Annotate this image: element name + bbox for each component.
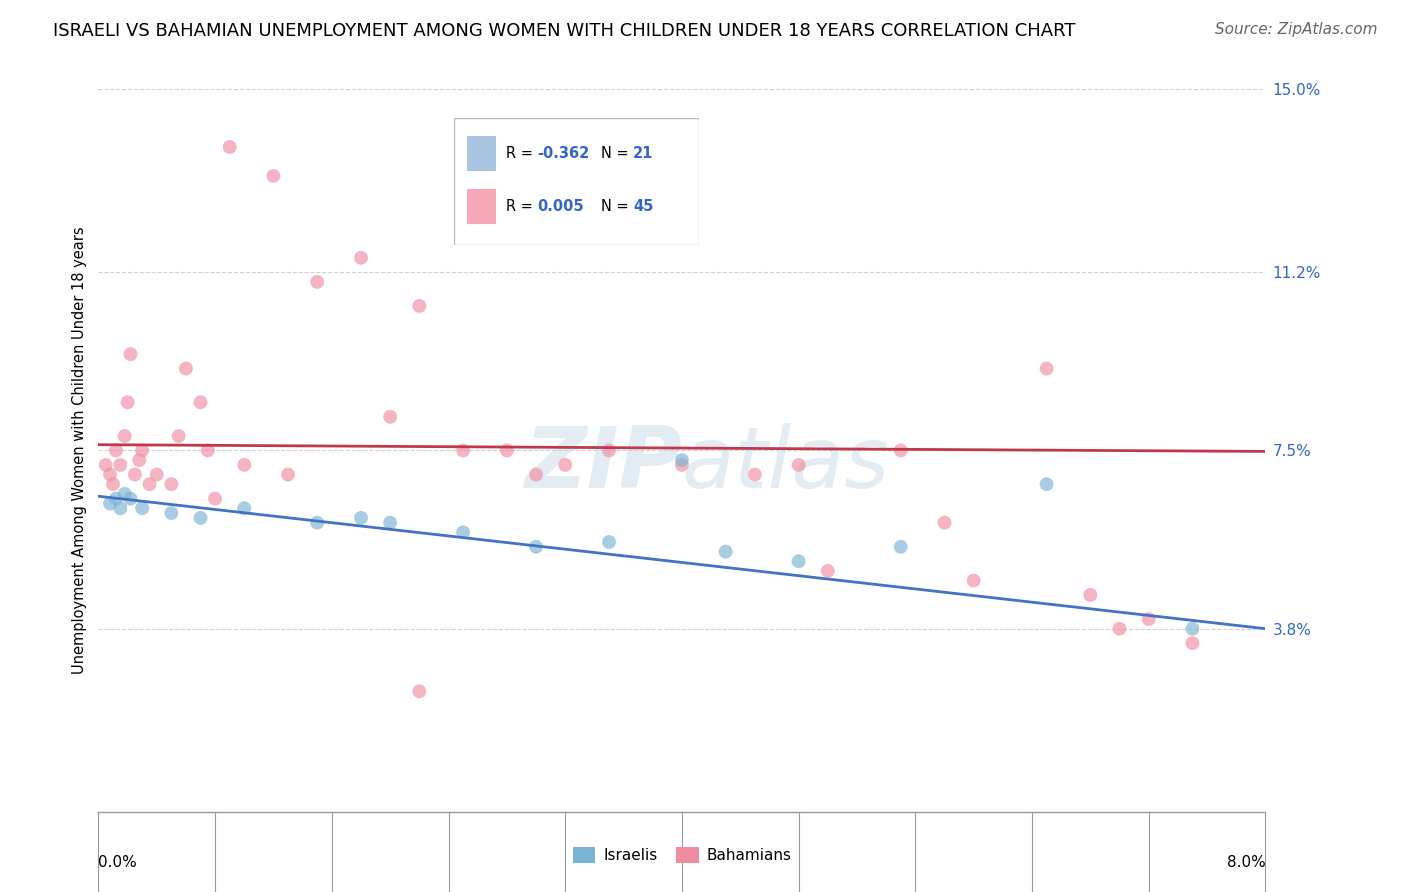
Point bbox=[131, 501, 153, 516]
Point bbox=[1035, 477, 1057, 491]
Point bbox=[451, 443, 474, 458]
Point bbox=[744, 467, 766, 482]
Point bbox=[204, 491, 226, 506]
Point bbox=[380, 516, 402, 530]
Y-axis label: Unemployment Among Women with Children Under 18 years: Unemployment Among Women with Children U… bbox=[72, 227, 87, 674]
Point bbox=[114, 487, 136, 501]
Point bbox=[307, 516, 329, 530]
Point bbox=[114, 429, 136, 443]
Point bbox=[120, 491, 142, 506]
Point bbox=[197, 443, 219, 458]
Point bbox=[1137, 612, 1160, 626]
Point bbox=[671, 458, 693, 472]
Point bbox=[167, 429, 190, 443]
Point bbox=[124, 467, 146, 482]
Point bbox=[962, 574, 984, 588]
Point bbox=[408, 684, 430, 698]
Point bbox=[190, 511, 212, 525]
Point bbox=[524, 540, 547, 554]
Point bbox=[524, 467, 547, 482]
Point bbox=[598, 535, 620, 549]
Point bbox=[98, 467, 121, 482]
Point bbox=[233, 458, 256, 472]
Point bbox=[98, 496, 121, 510]
Point bbox=[350, 251, 373, 265]
Text: 8.0%: 8.0% bbox=[1226, 855, 1265, 870]
Point bbox=[1035, 361, 1057, 376]
Point bbox=[890, 443, 912, 458]
Point bbox=[350, 511, 373, 525]
Point bbox=[408, 299, 430, 313]
Point bbox=[146, 467, 169, 482]
Point bbox=[714, 544, 737, 558]
Point bbox=[104, 443, 127, 458]
Point bbox=[817, 564, 839, 578]
Point bbox=[160, 477, 183, 491]
Point bbox=[117, 395, 139, 409]
Point bbox=[131, 443, 153, 458]
Point bbox=[101, 477, 124, 491]
Point bbox=[598, 443, 620, 458]
Point bbox=[307, 275, 329, 289]
Text: 0.0%: 0.0% bbox=[98, 855, 138, 870]
Point bbox=[1080, 588, 1102, 602]
Text: ISRAELI VS BAHAMIAN UNEMPLOYMENT AMONG WOMEN WITH CHILDREN UNDER 18 YEARS CORREL: ISRAELI VS BAHAMIAN UNEMPLOYMENT AMONG W… bbox=[53, 22, 1076, 40]
Point bbox=[890, 540, 912, 554]
Point bbox=[277, 467, 299, 482]
Point bbox=[1108, 622, 1130, 636]
Point bbox=[787, 554, 810, 568]
Point bbox=[1181, 622, 1204, 636]
Point bbox=[554, 458, 576, 472]
Text: ZIP: ZIP bbox=[524, 424, 682, 507]
Point bbox=[110, 458, 132, 472]
Point bbox=[104, 491, 127, 506]
Point bbox=[934, 516, 956, 530]
Point bbox=[190, 395, 212, 409]
Point bbox=[380, 409, 402, 424]
Text: Source: ZipAtlas.com: Source: ZipAtlas.com bbox=[1215, 22, 1378, 37]
Point bbox=[110, 501, 132, 516]
Point bbox=[120, 347, 142, 361]
Point bbox=[128, 453, 150, 467]
Point bbox=[218, 140, 240, 154]
Point bbox=[496, 443, 519, 458]
Point bbox=[174, 361, 197, 376]
Point bbox=[160, 506, 183, 520]
Point bbox=[787, 458, 810, 472]
Point bbox=[94, 458, 117, 472]
Point bbox=[1181, 636, 1204, 650]
Point bbox=[671, 453, 693, 467]
Point bbox=[262, 169, 284, 183]
Point bbox=[138, 477, 160, 491]
Legend: Israelis, Bahamians: Israelis, Bahamians bbox=[567, 841, 797, 869]
Point bbox=[451, 525, 474, 540]
Point bbox=[233, 501, 256, 516]
Text: atlas: atlas bbox=[682, 424, 890, 507]
